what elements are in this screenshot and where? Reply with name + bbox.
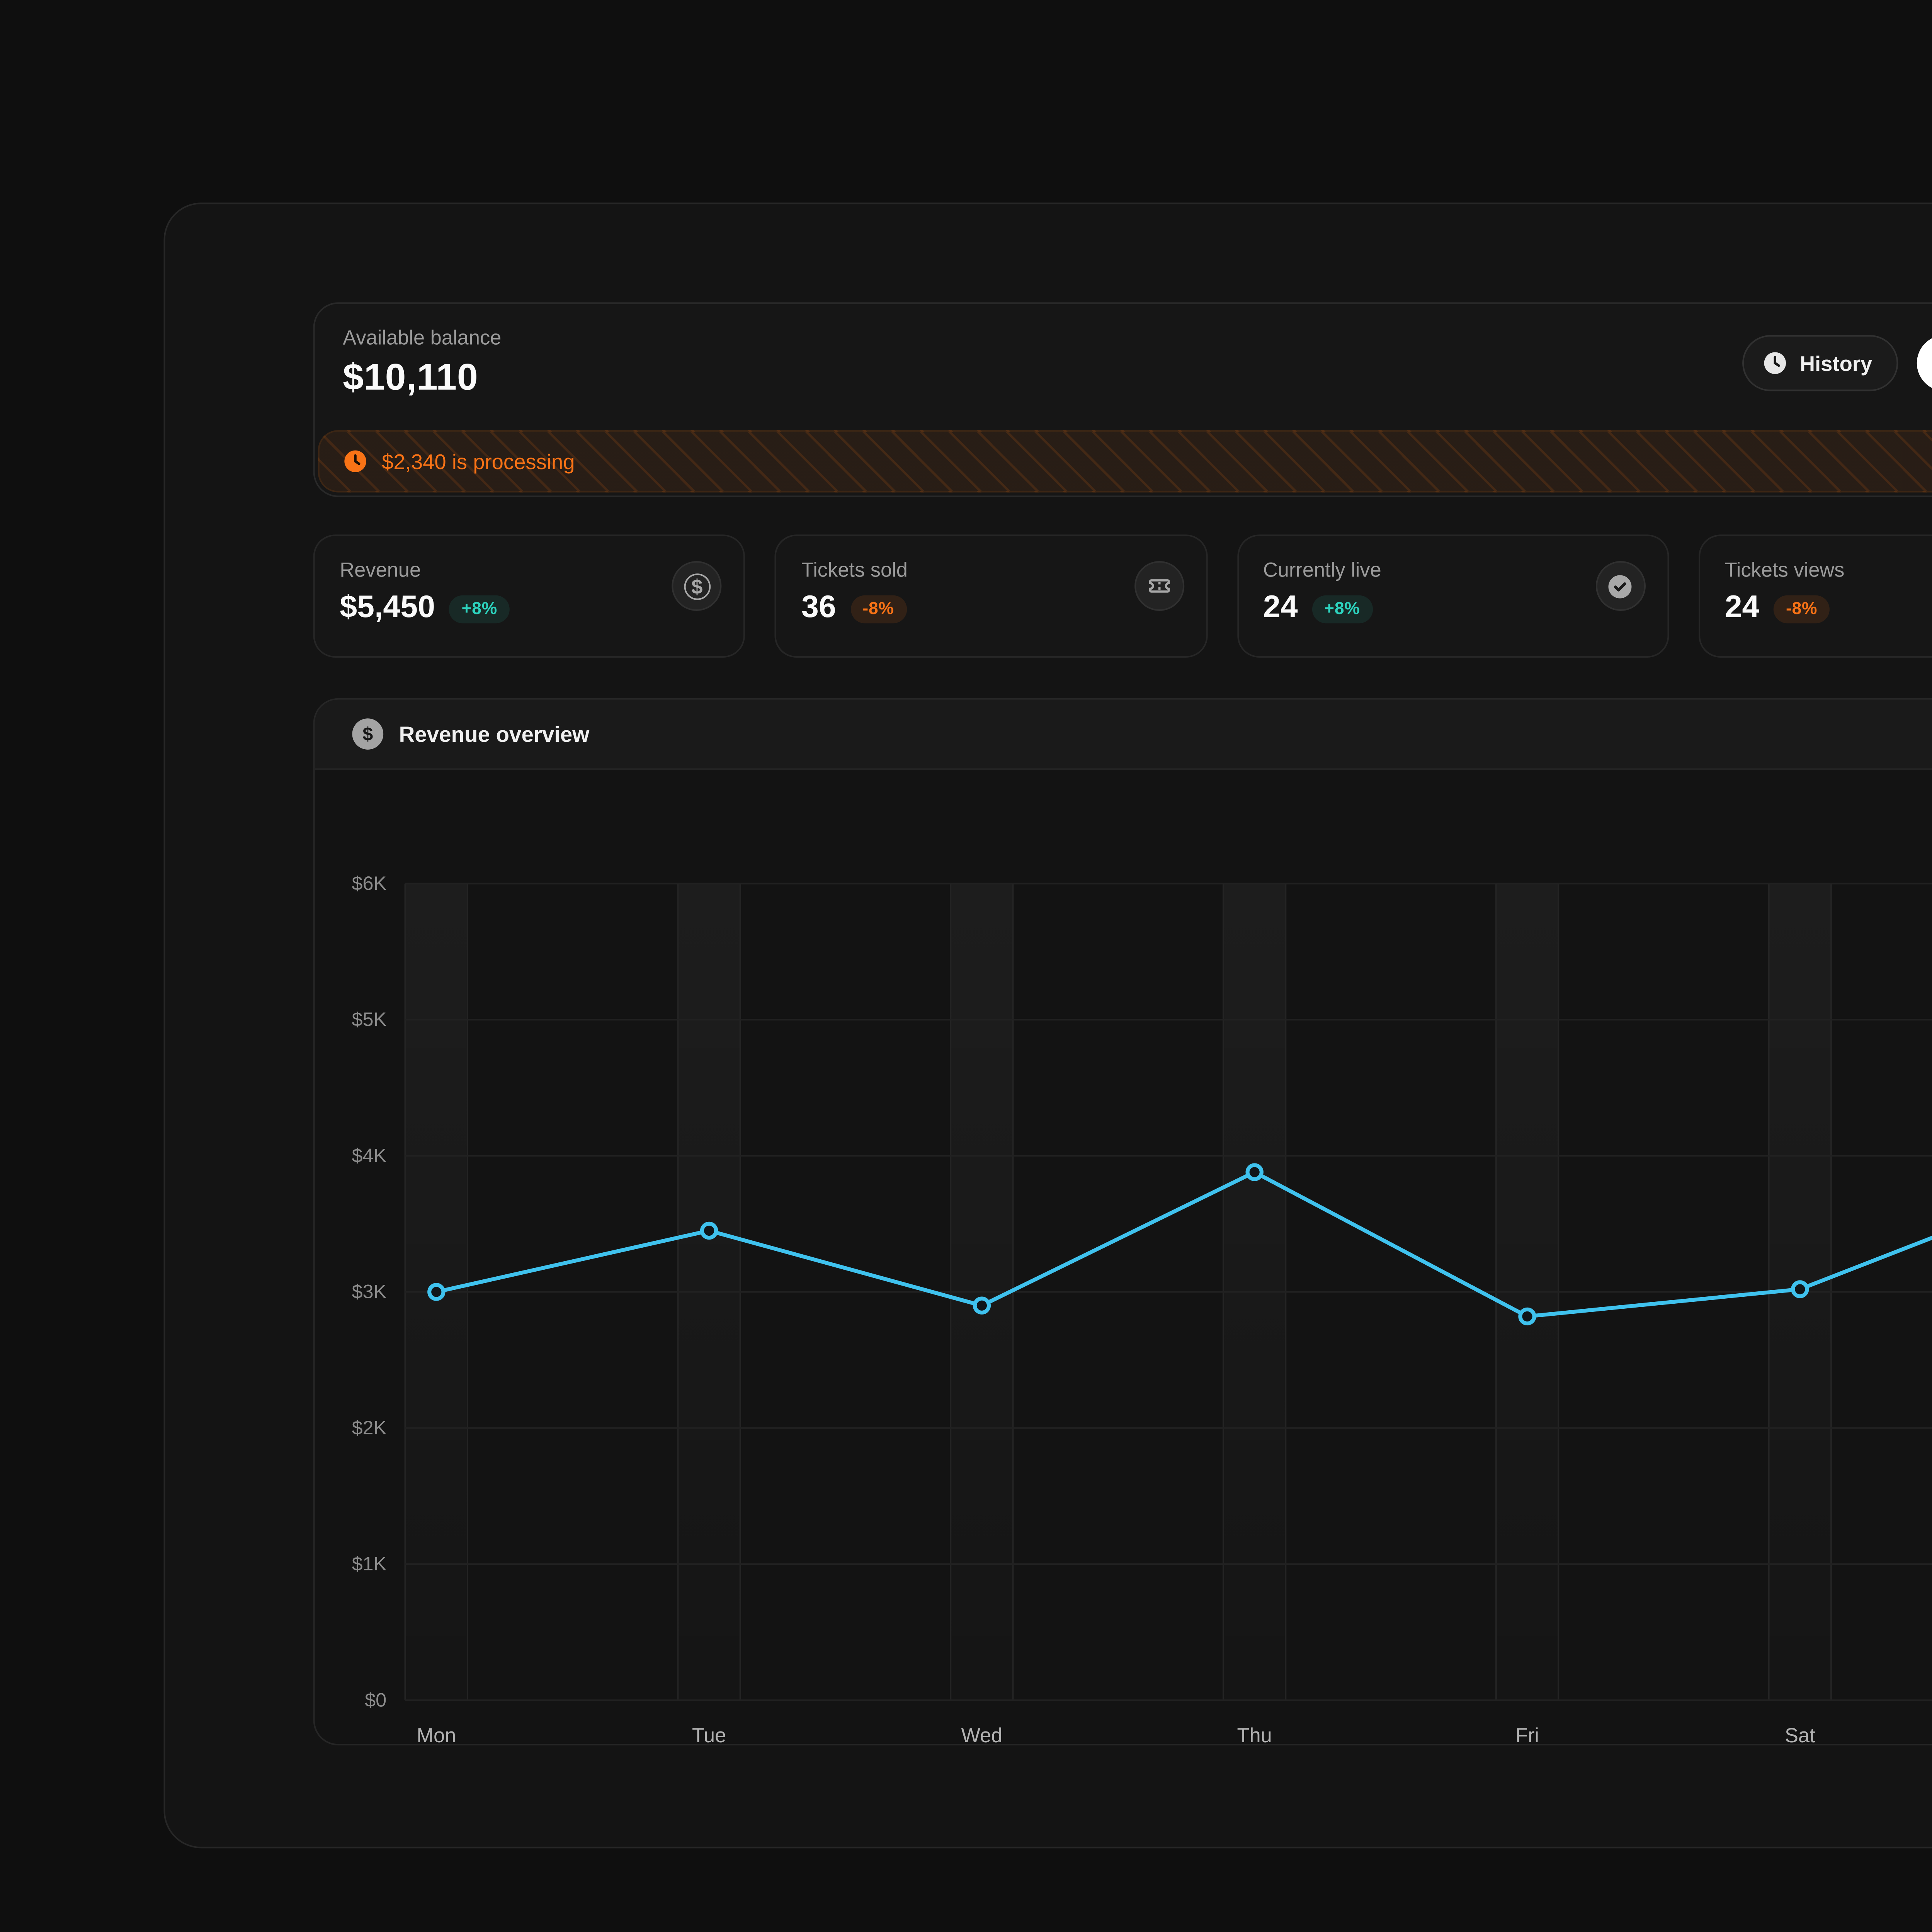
svg-text:Sat: Sat — [1785, 1725, 1815, 1745]
svg-text:Wed: Wed — [961, 1725, 1002, 1745]
history-button[interactable]: History — [1742, 335, 1899, 391]
stat-label: Tickets views — [1725, 558, 1845, 582]
balance-label: Available balance — [343, 325, 502, 349]
dollar-circle-icon: $ — [352, 718, 384, 750]
svg-text:$2K: $2K — [352, 1417, 387, 1439]
processing-text: $2,340 is processing — [382, 449, 575, 473]
clock-icon — [343, 449, 368, 474]
svg-text:$6K: $6K — [352, 872, 387, 894]
stat-card-revenue: Revenue $5,450 +8% $ — [313, 534, 745, 658]
stat-value: 24 — [1725, 590, 1760, 625]
svg-text:Fri: Fri — [1515, 1725, 1539, 1745]
trend-badge: +8% — [449, 594, 510, 623]
svg-text:Thu: Thu — [1237, 1725, 1272, 1745]
balance-info: Available balance $10,110 — [343, 326, 501, 401]
stat-label: Currently live — [1263, 558, 1381, 582]
svg-text:$3K: $3K — [352, 1281, 387, 1303]
ticket-icon — [1134, 561, 1184, 611]
stat-card-tickets-sold: Tickets sold 36 -8% — [775, 534, 1207, 658]
history-button-label: History — [1799, 351, 1872, 375]
processing-banner: $2,340 is processing — [318, 430, 1932, 493]
trend-badge: +8% — [1311, 594, 1372, 623]
stat-card-tickets-views: Tickets views 24 -8% — [1698, 534, 1932, 658]
svg-text:Tue: Tue — [692, 1725, 726, 1745]
balance-value: $10,110 — [343, 357, 478, 399]
stat-value: $5,450 — [340, 590, 435, 625]
stat-label: Revenue — [340, 558, 421, 582]
stat-value: 36 — [801, 590, 836, 625]
stat-value: 24 — [1263, 590, 1298, 625]
trend-badge: -8% — [850, 594, 906, 623]
svg-text:$5K: $5K — [352, 1008, 387, 1030]
app-frame: Available balance $10,110 History — [163, 202, 1932, 1849]
clock-icon — [1762, 350, 1787, 376]
stat-label: Tickets sold — [801, 558, 908, 582]
chart-title: Revenue overview — [399, 721, 590, 747]
withdraw-button[interactable]: Withdraw — [1917, 335, 1932, 391]
balance-actions: History Withdraw — [1742, 335, 1932, 391]
trend-badge: -8% — [1773, 594, 1830, 623]
svg-text:$0: $0 — [365, 1689, 386, 1711]
stat-card-currently-live: Currently live 24 +8% — [1236, 534, 1669, 658]
stats-row: Revenue $5,450 +8% $ Tickets sold 36 -8% — [313, 534, 1932, 658]
balance-card: Available balance $10,110 History — [313, 302, 1932, 497]
svg-text:Mon: Mon — [417, 1725, 456, 1745]
revenue-line-chart: $0$1K$2K$3K$4K$5K$6KMonTueWedThuFriSatSu… — [352, 872, 1932, 1745]
check-circle-icon — [1595, 561, 1646, 611]
svg-text:$4K: $4K — [352, 1144, 387, 1166]
svg-text:$1K: $1K — [352, 1553, 387, 1575]
chart-header: $ Revenue overview — [315, 699, 1932, 770]
revenue-overview-panel: $ Revenue overview $0 $1K $2K $3K $4K $5K $6K M… — [313, 698, 1932, 1746]
dollar-circle-icon: $ — [672, 561, 722, 611]
